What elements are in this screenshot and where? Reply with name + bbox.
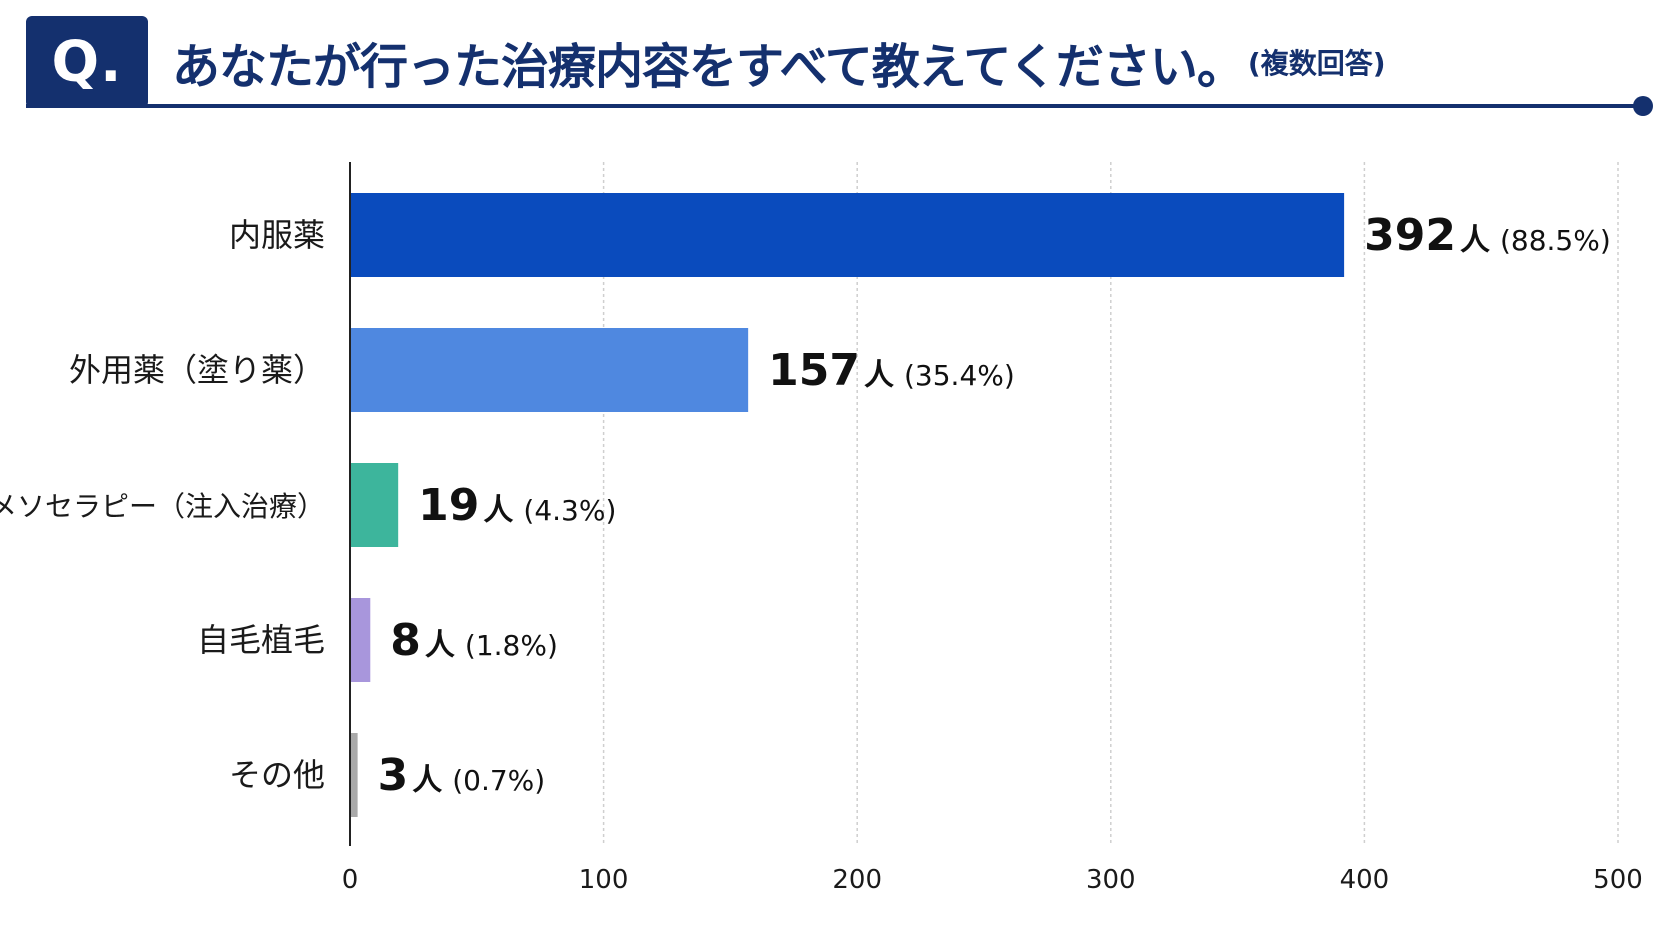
category-label: その他 bbox=[229, 756, 325, 794]
bar bbox=[350, 193, 1345, 277]
question-note: (複数回答) bbox=[1247, 47, 1386, 80]
category-label: 外用薬（塗り薬） bbox=[69, 351, 325, 389]
value-label: 157 人 (35.4%) bbox=[768, 345, 1015, 396]
value-label: 8 人 (1.8%) bbox=[390, 615, 558, 666]
x-tick-label: 200 bbox=[832, 865, 882, 895]
value-label: 392 人 (88.5%) bbox=[1364, 210, 1611, 261]
bar bbox=[350, 598, 371, 682]
x-tick-label: 400 bbox=[1340, 865, 1390, 895]
x-tick-label: 300 bbox=[1086, 865, 1136, 895]
question-badge: Q. bbox=[26, 16, 148, 108]
category-label: 内服薬 bbox=[229, 216, 325, 254]
value-label: 19 人 (4.3%) bbox=[418, 480, 616, 531]
bar bbox=[350, 463, 399, 547]
x-tick-label: 0 bbox=[342, 865, 359, 895]
category-label: メソセラピー（注入治療） bbox=[0, 490, 325, 523]
value-label: 3 人 (0.7%) bbox=[378, 750, 546, 801]
bar bbox=[350, 328, 749, 412]
question-text: あなたが行った治療内容をすべて教えてください。 bbox=[172, 39, 1245, 95]
bar bbox=[350, 733, 358, 817]
chart-title: あなたが行った治療内容をすべて教えてください。 (複数回答) bbox=[172, 22, 1386, 102]
category-label: 自毛植毛 bbox=[197, 621, 325, 659]
x-tick-label: 500 bbox=[1593, 865, 1643, 895]
title-underline-dot bbox=[1633, 96, 1653, 116]
title-underline bbox=[26, 104, 1640, 108]
x-tick-label: 100 bbox=[579, 865, 629, 895]
